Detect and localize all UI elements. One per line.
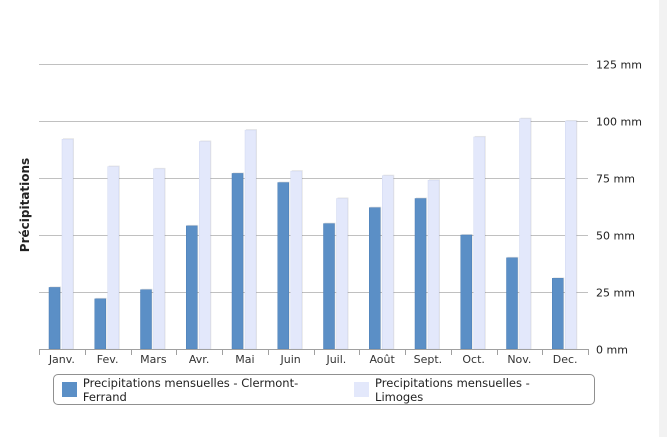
- bar-limoges[interactable]: [199, 141, 211, 350]
- x-tick-label: Juil.: [325, 353, 346, 366]
- legend-item-clermont[interactable]: Precipitations mensuelles - Clermont-Fer…: [62, 376, 340, 404]
- bar-clermont-ferrand[interactable]: [231, 173, 244, 350]
- bar-clermont-ferrand[interactable]: [48, 287, 61, 350]
- bar-limoges[interactable]: [153, 168, 165, 350]
- y-tick-label: 25 mm: [596, 287, 635, 300]
- y-tick-label: 50 mm: [596, 230, 635, 243]
- bar-clermont-ferrand[interactable]: [186, 225, 198, 350]
- y-tick-label: 125 mm: [596, 59, 642, 72]
- bar-limoges[interactable]: [473, 136, 485, 350]
- legend-label-clermont: Precipitations mensuelles - Clermont-Fer…: [82, 375, 299, 404]
- x-tick-label: Fev.: [97, 353, 119, 366]
- bar-limoges[interactable]: [382, 175, 394, 350]
- legend-label-limoges: Precipitations mensuelles - Limoges: [375, 375, 530, 404]
- bar-limoges[interactable]: [244, 129, 257, 350]
- bar-clermont-ferrand[interactable]: [323, 223, 335, 350]
- legend-swatch-limoges: [354, 382, 370, 397]
- x-tick-label: Oct.: [462, 353, 485, 366]
- bar-limoges[interactable]: [336, 198, 348, 350]
- x-tick-label: Août: [369, 353, 395, 366]
- bar-limoges[interactable]: [107, 166, 119, 350]
- bar-clermont-ferrand[interactable]: [552, 278, 564, 350]
- bar-limoges[interactable]: [565, 120, 577, 350]
- x-tick-label: Mai: [235, 353, 254, 366]
- axes: 0 mm 25 mm 50 mm 75 mm 100 mm 125 mm Janv. Fev.…: [39, 59, 642, 366]
- bar-clermont-ferrand[interactable]: [369, 207, 381, 350]
- y-tick-label: 0 mm: [596, 344, 628, 357]
- legend-item-limoges[interactable]: Precipitations mensuelles - Limoges: [354, 376, 580, 404]
- x-tick-label: Mars: [140, 353, 167, 366]
- legend: Precipitations mensuelles - Clermont-Fer…: [53, 374, 595, 405]
- y-axis-label: Précipitations: [18, 158, 32, 252]
- bars: [48, 117, 578, 350]
- grid-lines: [39, 64, 588, 293]
- scrollbar-strip: [659, 0, 667, 437]
- x-tick-label: Juin: [280, 353, 301, 366]
- bar-limoges[interactable]: [519, 118, 531, 350]
- bar-clermont-ferrand[interactable]: [94, 298, 106, 350]
- legend-swatch-clermont: [62, 382, 77, 397]
- bar-clermont-ferrand[interactable]: [277, 182, 289, 350]
- x-tick-label: Sept.: [414, 353, 443, 366]
- bar-clermont-ferrand[interactable]: [414, 198, 427, 350]
- x-tick-label: Dec.: [553, 353, 578, 366]
- x-tick-label: Nov.: [507, 353, 531, 366]
- bar-limoges[interactable]: [427, 180, 440, 350]
- bar-clermont-ferrand[interactable]: [140, 289, 152, 350]
- x-tick-label: Avr.: [189, 353, 209, 366]
- bar-clermont-ferrand[interactable]: [460, 234, 472, 350]
- bar-limoges[interactable]: [290, 170, 302, 350]
- x-tick-label: Janv.: [48, 353, 75, 366]
- bar-limoges[interactable]: [61, 138, 74, 350]
- y-tick-label: 100 mm: [596, 116, 642, 129]
- y-tick-label: 75 mm: [596, 173, 635, 186]
- bar-clermont-ferrand[interactable]: [506, 257, 518, 350]
